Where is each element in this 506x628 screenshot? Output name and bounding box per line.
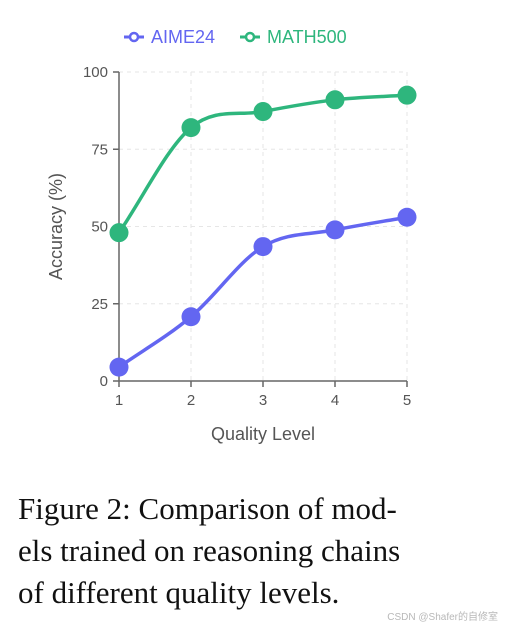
data-point-aime24 [325, 220, 345, 240]
data-point-aime24 [181, 307, 201, 327]
data-point-aime24 [109, 357, 129, 377]
y-tick-label: 25 [91, 296, 108, 313]
legend-item-aime24[interactable]: AIME24 [124, 27, 215, 47]
x-tick-label: 3 [259, 392, 267, 409]
x-tick-label: 4 [331, 392, 339, 409]
figure-caption: Figure 2: Comparison of mod- els trained… [18, 488, 488, 614]
x-tick-label: 5 [403, 392, 411, 409]
x-tick-label: 1 [115, 392, 123, 409]
y-tick-label: 100 [83, 64, 108, 81]
y-tick-label: 75 [91, 141, 108, 158]
data-point-math500 [253, 102, 273, 122]
watermark: CSDN @Shafer的自修室 [387, 612, 498, 623]
legend-label: AIME24 [151, 27, 215, 47]
y-tick-label: 50 [91, 219, 108, 236]
x-tick-label: 2 [187, 392, 195, 409]
data-point-math500 [109, 223, 129, 243]
x-axis-title: Quality Level [211, 424, 315, 444]
series-lines [109, 85, 417, 377]
caption-line: els trained on reasoning chains [18, 533, 401, 568]
data-point-math500 [181, 118, 201, 138]
data-point-aime24 [397, 207, 417, 227]
y-tick-label: 0 [100, 373, 108, 390]
legend-label: MATH500 [267, 27, 347, 47]
legend-marker-icon [128, 31, 140, 43]
data-point-math500 [325, 90, 345, 110]
caption-line: Figure 2: Comparison of mod- [18, 491, 397, 526]
data-point-aime24 [253, 237, 273, 257]
legend[interactable]: AIME24 MATH500 [124, 27, 347, 47]
y-axis-title: Accuracy (%) [46, 173, 66, 280]
legend-marker-icon [244, 31, 256, 43]
legend-item-math500[interactable]: MATH500 [240, 27, 347, 47]
data-point-math500 [397, 85, 417, 105]
caption-line: of different quality levels. [18, 575, 340, 610]
line-chart: 0 25 50 75 100 1 2 3 4 5 AIME24 MATH500 Quality Le… [46, 27, 417, 444]
